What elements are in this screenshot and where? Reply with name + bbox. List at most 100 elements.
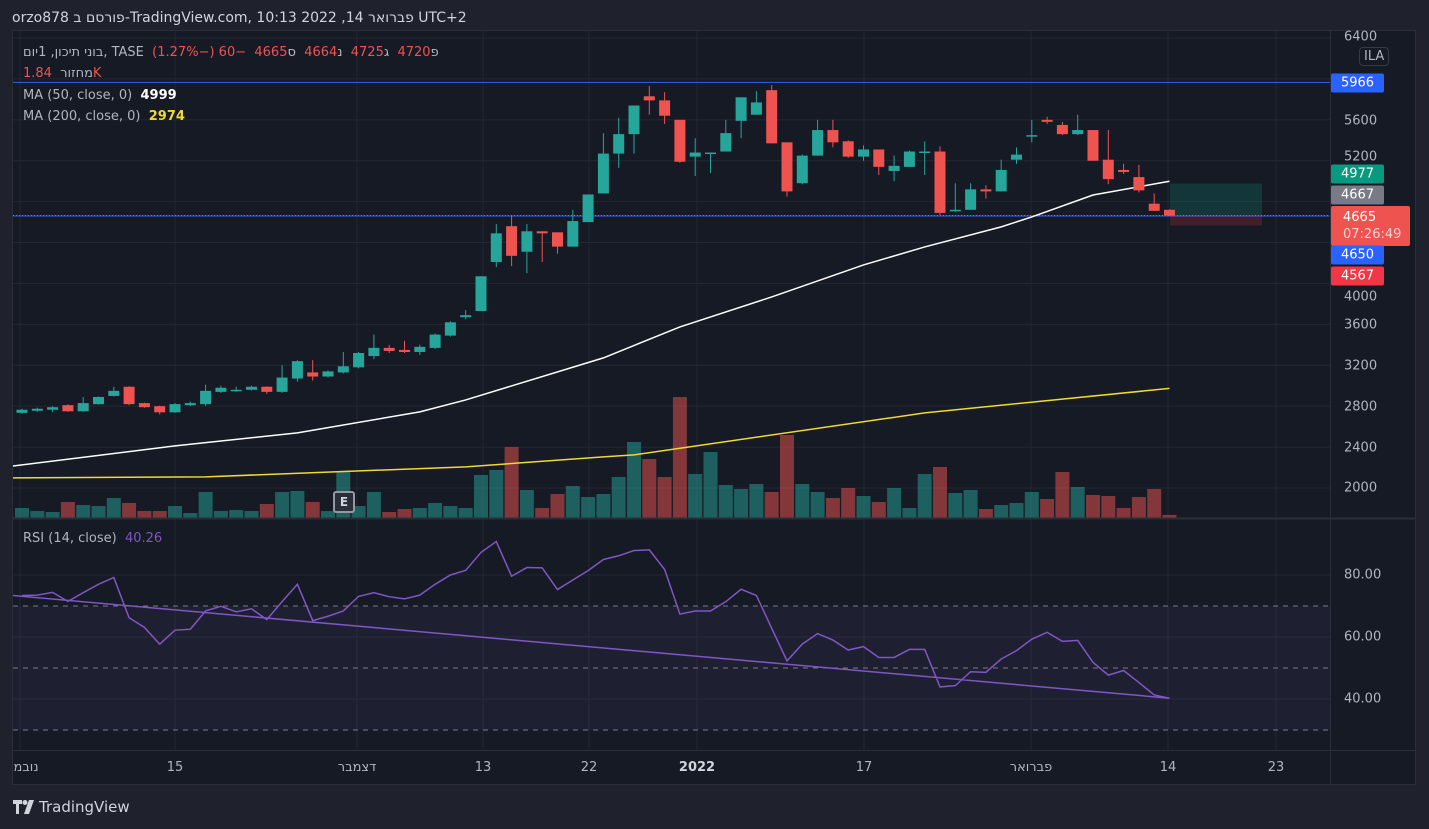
symbol-name[interactable]: בוני תיכון, 1יום, TASE <box>23 45 144 60</box>
candle-body <box>536 231 548 234</box>
time-tick: נובמ <box>13 760 39 775</box>
candle-body <box>643 96 655 101</box>
candle-body <box>1056 124 1068 135</box>
volume-bar <box>718 485 733 518</box>
change-value: −60 (−1.27%) <box>152 45 247 60</box>
volume-bar <box>963 490 978 518</box>
candle-body <box>949 209 961 212</box>
volume-bar <box>917 474 932 518</box>
candle-body <box>842 141 854 157</box>
volume-bar <box>825 498 840 518</box>
earnings-marker[interactable]: E <box>333 491 355 513</box>
volume-bar <box>642 459 657 518</box>
time-tick: 13 <box>474 760 492 775</box>
volume-bar <box>76 505 91 518</box>
time-tick: דצמבר <box>337 760 377 775</box>
candle-body <box>1072 130 1084 135</box>
candle-body <box>1164 209 1175 216</box>
candle-body <box>1118 169 1130 172</box>
candle-body <box>781 142 793 192</box>
candles <box>16 85 1175 415</box>
volume-bar <box>703 452 718 518</box>
volume-bar <box>856 496 871 518</box>
position-stop-zone <box>1170 215 1262 226</box>
volume-bar <box>1070 487 1085 518</box>
candle-body <box>399 349 410 352</box>
candle-body <box>276 377 288 392</box>
candle-body <box>750 102 762 115</box>
volume-bar <box>382 512 397 518</box>
volume-bar <box>275 492 290 518</box>
volume-bar <box>30 511 45 518</box>
volume-bar <box>672 397 687 518</box>
stop-tag: 4567 <box>1331 266 1384 286</box>
candle-body <box>169 404 181 413</box>
candle-body <box>965 189 977 210</box>
volume-bar <box>841 488 856 518</box>
rsi-tick: 80.00 <box>1344 567 1382 583</box>
volume-bar <box>1162 514 1177 518</box>
candle-body <box>521 231 533 252</box>
line-level-tag: 5966 <box>1331 73 1384 93</box>
volume-bar <box>810 492 825 518</box>
volume-bar <box>443 506 458 518</box>
volume-bar <box>458 508 473 518</box>
grid <box>13 31 1330 750</box>
volume-bar <box>1055 472 1070 518</box>
blue-level-tag: 4650 <box>1331 245 1384 265</box>
candle-body <box>353 352 365 368</box>
candle-body <box>77 403 89 412</box>
volume-legend[interactable]: מחזור 1.84K <box>23 66 102 81</box>
candle-body <box>873 149 885 167</box>
volume-bar <box>412 508 427 518</box>
volume-bar <box>1040 499 1055 518</box>
currency-badge[interactable]: ILA <box>1359 47 1390 66</box>
candle-body <box>812 130 824 156</box>
candle-body <box>582 194 594 223</box>
rsi-tick: 40.00 <box>1344 691 1382 707</box>
volume-bar <box>106 498 121 518</box>
volume-bar <box>474 475 488 518</box>
volume-bar <box>933 467 947 518</box>
volume-bar <box>780 435 794 518</box>
ma200-legend[interactable]: MA (200, close, 0) 2974 <box>23 109 185 124</box>
volume-bar <box>994 505 1009 518</box>
rsi-band-fill <box>13 606 1330 730</box>
volume-bar <box>948 493 963 518</box>
rsi-line <box>13 540 1170 699</box>
last-price: 4665 <box>1343 210 1377 225</box>
chart-frame[interactable] <box>12 30 1416 785</box>
bar-countdown: 07:26:49 <box>1343 227 1402 242</box>
volume-bar <box>764 492 779 518</box>
candle-body <box>1102 159 1114 180</box>
candle-body <box>659 100 671 116</box>
ma50-line <box>13 180 1170 467</box>
tradingview-logo[interactable]: TradingView <box>13 798 130 816</box>
price-tick: 5600 <box>1344 113 1378 129</box>
volume-bar <box>305 502 320 518</box>
candle-body <box>460 315 472 318</box>
volume-bar <box>198 492 213 518</box>
volume-bar <box>183 513 198 518</box>
price-tick: 2400 <box>1344 440 1378 456</box>
candle-body <box>31 408 43 411</box>
candle-body <box>246 386 257 390</box>
volume-bar <box>565 486 580 518</box>
volume-bar <box>1024 492 1039 518</box>
rsi-legend[interactable]: RSI (14, close) 40.26 <box>23 531 163 546</box>
rsi-value: 40.26 <box>124 531 163 546</box>
volume-bar <box>1116 508 1131 518</box>
candle-body <box>307 372 319 377</box>
candle-body <box>827 130 839 143</box>
rsi-tick: 60.00 <box>1344 629 1382 645</box>
entry-tag: 4667 <box>1331 185 1384 205</box>
candle-body <box>93 396 104 405</box>
candle-body <box>735 97 747 121</box>
candle-body <box>230 389 242 392</box>
volume-bar <box>213 511 228 518</box>
volume-bar <box>244 511 259 518</box>
ma50-legend[interactable]: MA (50, close, 0) 4999 <box>23 88 177 103</box>
volume-bar <box>519 490 534 518</box>
volume-bar <box>351 506 366 518</box>
